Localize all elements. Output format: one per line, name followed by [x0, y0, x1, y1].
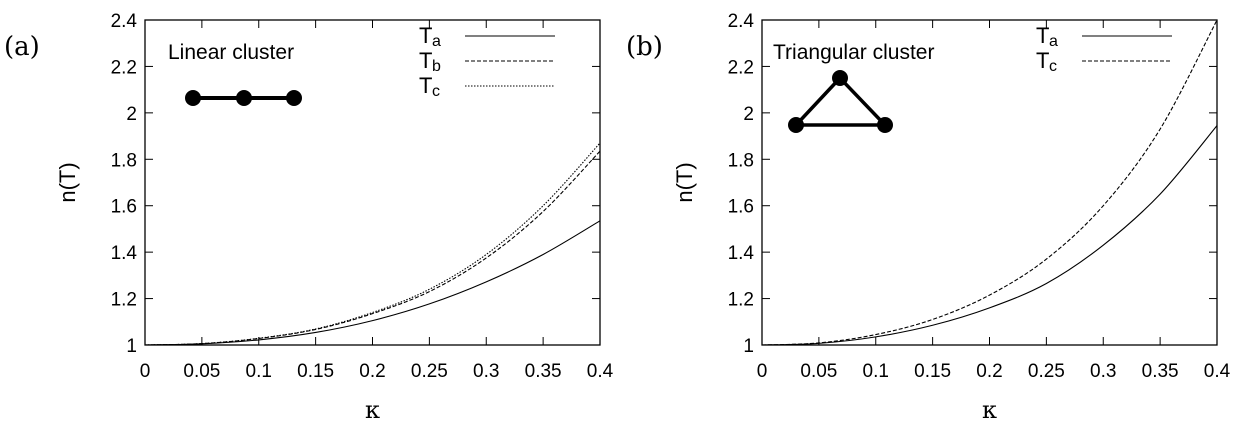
legend-subscript: c	[1049, 58, 1057, 75]
y-tick-label: 1	[126, 336, 137, 357]
legend-subscript: a	[1049, 33, 1058, 50]
series-line-Ta	[761, 125, 1218, 346]
chart-title: Linear cluster	[168, 41, 294, 64]
x-tick-label: 0.4	[1204, 361, 1231, 382]
x-tick-label: 0.25	[1028, 361, 1065, 382]
plot-frame	[144, 19, 601, 346]
y-tick-label: 1.8	[728, 150, 754, 171]
y-tick-label: 2.2	[728, 57, 754, 78]
x-tick-label: 0.1	[863, 361, 889, 382]
y-tick-label: 1.6	[728, 197, 754, 218]
legend-label: T	[419, 23, 432, 48]
panel-b: 0 0.05 0.1 0.15 0.2 0.25 0.3 0.35 0.4 1 1.2 1.4 1.6 1…	[626, 11, 1231, 423]
y-tick-label: 2.2	[111, 57, 137, 78]
x-tick-label: 0.35	[1142, 361, 1179, 382]
x-tick-label: 0.05	[800, 361, 837, 382]
y-tick-label: 2	[126, 104, 137, 125]
legend-label: T	[1036, 48, 1049, 73]
legend-subscript: a	[432, 33, 441, 50]
y-axis-label: n(T)	[55, 162, 80, 202]
x-axis-label: κ	[982, 396, 997, 423]
x-tick-label: 0.35	[525, 361, 562, 382]
y-tick-label: 2.4	[728, 11, 755, 32]
x-axis-label: κ	[365, 396, 380, 423]
y-tick-label: 1	[743, 336, 754, 357]
cluster-atom	[236, 90, 252, 106]
chart-title: Triangular cluster	[773, 41, 934, 64]
x-tick-label: 0.3	[473, 361, 499, 382]
x-tick-label: 0.15	[914, 361, 951, 382]
x-tick-label: 0.05	[183, 361, 220, 382]
series-line-Tc	[144, 142, 601, 346]
x-tick-label: 0.15	[297, 361, 334, 382]
legend-label: T	[419, 73, 432, 98]
cluster-atom	[788, 117, 804, 133]
x-tick-label: 0.4	[587, 361, 614, 382]
x-tick-label: 0.1	[246, 361, 272, 382]
y-tick-label: 1.2	[728, 290, 754, 311]
x-tick-label: 0.2	[359, 361, 385, 382]
x-tick-label: 0.2	[976, 361, 1002, 382]
panel-a: 0 0.05 0.1 0.15 0.2 0.25 0.3 0.35 0.4 1 1.2 1.4 1.6 1…	[4, 11, 614, 423]
y-tick-label: 1.4	[728, 243, 755, 264]
legend-label: T	[419, 48, 432, 73]
y-axis-label: n(T)	[672, 162, 697, 202]
y-tick-label: 1.4	[111, 243, 138, 264]
panel-label: (a)	[4, 32, 40, 62]
y-tick-label: 1.2	[111, 290, 137, 311]
y-tick-label: 1.8	[111, 150, 137, 171]
cluster-atom	[832, 70, 848, 86]
x-tick-label: 0.3	[1090, 361, 1116, 382]
series-line-Tb	[144, 150, 601, 346]
panel-label: (b)	[626, 32, 663, 62]
x-tick-label: 0.25	[411, 361, 448, 382]
legend-subscript: b	[432, 58, 441, 75]
series-line-Tc	[761, 19, 1218, 346]
y-tick-label: 2.4	[111, 11, 138, 32]
legend-label: T	[1036, 23, 1049, 48]
cluster-bond	[791, 75, 890, 127]
legend-subscript: c	[432, 83, 440, 100]
plot-frame	[761, 19, 1218, 346]
cluster-atom	[286, 90, 302, 106]
y-tick-label: 1.6	[111, 197, 137, 218]
y-tick-label: 2	[743, 104, 754, 125]
cluster-atom	[185, 90, 201, 106]
x-tick-label: 0	[757, 361, 768, 382]
series-line-Ta	[144, 220, 601, 346]
x-tick-label: 0	[140, 361, 151, 382]
cluster-atom	[877, 117, 893, 133]
